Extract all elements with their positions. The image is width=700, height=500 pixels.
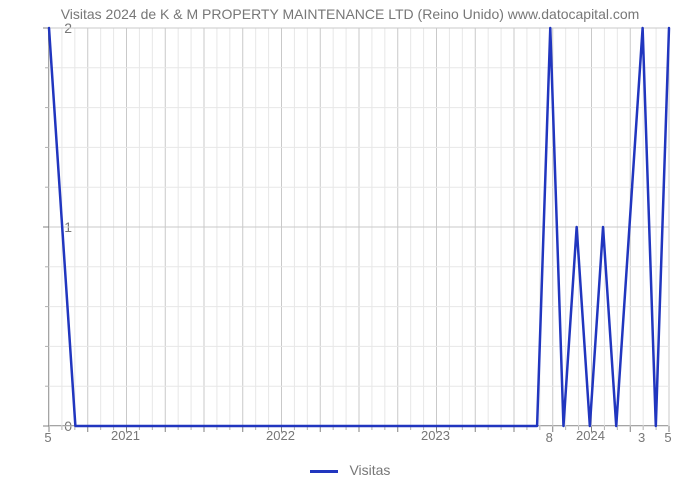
x-year-label: 2021 xyxy=(111,428,140,443)
plot-area xyxy=(48,28,668,426)
legend: Visitas xyxy=(0,462,700,478)
chart-title: Visitas 2024 de K & M PROPERTY MAINTENAN… xyxy=(0,6,700,22)
point-value-label: 3 xyxy=(638,430,645,445)
chart-container: Visitas 2024 de K & M PROPERTY MAINTENAN… xyxy=(0,0,700,500)
legend-label: Visitas xyxy=(349,462,390,478)
point-value-label: 5 xyxy=(44,430,51,445)
point-value-label: 5 xyxy=(664,430,671,445)
x-year-label: 2024 xyxy=(576,428,605,443)
legend-swatch xyxy=(310,470,338,473)
chart-svg xyxy=(49,28,669,426)
point-value-label: 8 xyxy=(546,430,553,445)
x-year-label: 2022 xyxy=(266,428,295,443)
x-year-label: 2023 xyxy=(421,428,450,443)
